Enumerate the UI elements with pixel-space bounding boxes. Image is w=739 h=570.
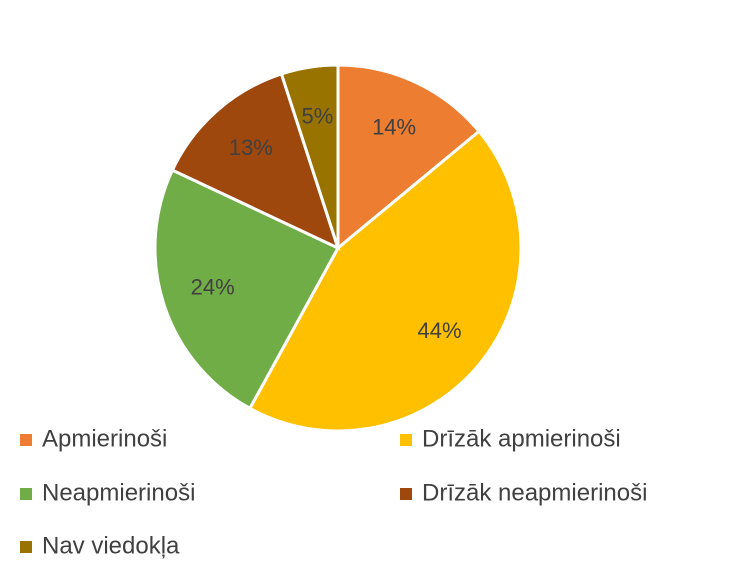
legend-label: Apmierinoši [42, 425, 167, 452]
legend-label: Nav viedokļa [42, 532, 180, 559]
legend-swatch [400, 488, 412, 500]
legend-swatch [20, 488, 32, 500]
pie-slice [336, 63, 482, 252]
data-label: 24% [191, 275, 235, 300]
pie-slice [247, 129, 523, 433]
data-label: 14% [372, 115, 416, 140]
legend-swatch [400, 434, 412, 446]
legend-swatch [20, 434, 32, 446]
data-label: 44% [417, 318, 461, 343]
data-label: 13% [229, 135, 273, 160]
data-label: 5% [301, 104, 333, 129]
pie-slice [279, 63, 340, 249]
pie-slice [153, 168, 341, 411]
legend-label: Drīzāk neapmierinoši [422, 479, 647, 506]
legend-label: Neapmierinoši [42, 479, 195, 506]
legend-label: Drīzāk apmierinoši [422, 425, 621, 452]
pie-slice [170, 72, 341, 251]
legend-swatch [20, 541, 32, 553]
